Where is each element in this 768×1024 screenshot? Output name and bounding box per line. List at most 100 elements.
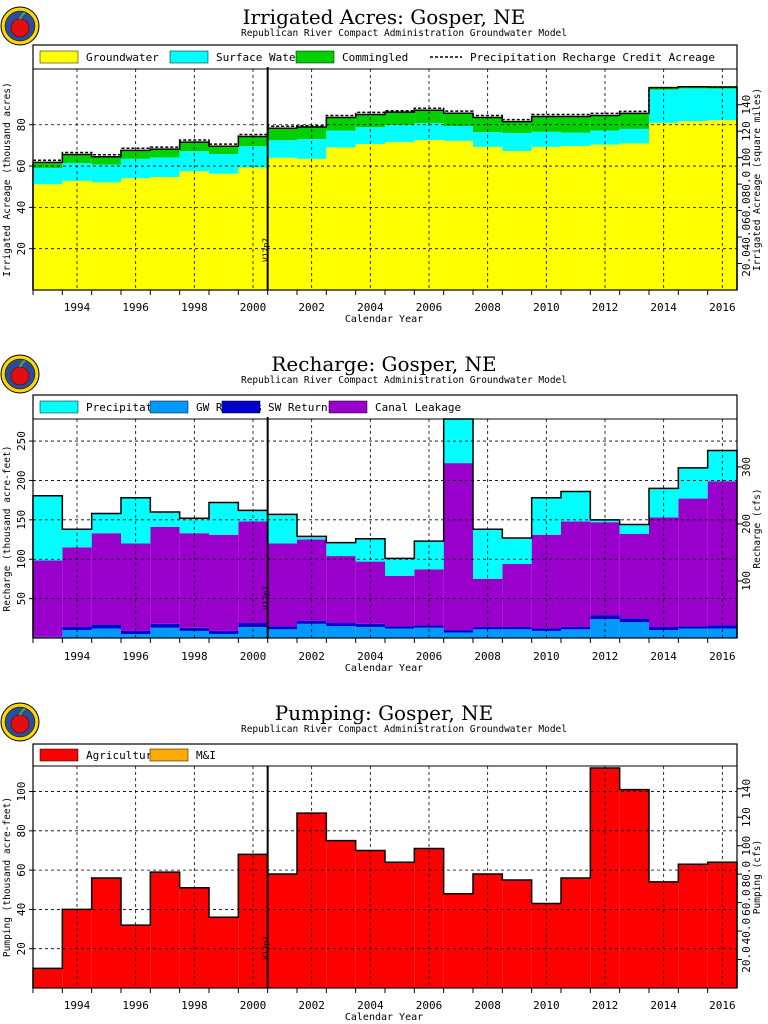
y2-tick-label: 80.0 [740,171,753,198]
bar-segment [209,502,239,535]
bar-segment [678,86,708,89]
bar-segment [150,623,180,628]
chart-subtitle: Republican River Compact Administration … [241,375,567,386]
x-tick-label: 1998 [181,650,208,663]
stack-outline [32,86,738,290]
bar-segment [502,537,532,564]
bar-segment [707,628,737,638]
bar-segment [326,130,356,148]
y2-tick-label: 100 [740,148,753,168]
bar-segment [619,622,649,638]
x-tick-label: 2008 [474,650,501,663]
y-tick-label: 40 [15,903,28,916]
apple-logo-icon [0,6,40,46]
bar-segment [297,127,327,140]
bar-segment [179,630,209,638]
bar-segment [385,575,415,627]
chart-title: Pumping: Gosper, NE [275,701,493,725]
legend-label: Surface Water [216,51,302,64]
bar-segment [326,840,356,988]
chart-subtitle: Republican River Compact Administration … [241,724,567,735]
bar-segment [443,140,473,290]
x-axis-label: Calendar Year [345,1012,423,1023]
bar-segment [209,154,239,174]
legend-swatch [39,748,79,762]
x-tick-label: 2010 [533,650,560,663]
chart-title: Irrigated Acres: Gosper, NE [243,5,526,29]
y-tick-label: 60 [15,863,28,876]
y2-tick-label: 120 [740,121,753,141]
y-tick-label: 80 [15,118,28,131]
bar-segment [473,629,503,638]
y2-tick-label: 40.0 [740,224,753,251]
bar-segment [619,789,649,988]
bar-segment [443,630,473,633]
logo-leaf [19,12,26,20]
bar-segment [209,534,239,631]
bar-segment [561,877,591,988]
bar-segment [62,154,92,163]
x-tick-label: 2000 [240,650,267,663]
bar-segment [619,113,649,129]
x-tick-label: 2004 [357,999,384,1012]
bar-segment [385,142,415,290]
bar-segment [150,149,180,158]
y2-tick-label: 60.0 [740,197,753,224]
legend-label: Groundwater [86,51,159,64]
bar-segment [62,180,92,290]
y-tick-label: 100 [15,782,28,802]
legend-swatch [295,50,335,64]
bar-segment [561,491,591,522]
bar-segment [267,626,297,630]
bar-segment [326,542,356,557]
bar-segment [91,628,121,638]
bar-segment [414,625,444,628]
bar-segment [385,626,415,629]
y-tick-label: 50 [15,592,28,605]
bar-segment [678,121,708,290]
bar-segment [385,124,415,143]
x-tick-label: 2014 [650,301,677,314]
x-tick-label: 1994 [64,301,91,314]
bar-segment [678,626,708,629]
bar-segment [385,628,415,638]
logo-apple [10,18,30,38]
x-tick-label: 2006 [416,650,443,663]
logo-apple [10,714,30,734]
bar-segment [91,533,121,625]
y2-tick-label: 140 [740,95,753,115]
y2-tick-label: 120 [740,807,753,827]
bar-segment [355,850,385,988]
bar-segment [238,626,268,638]
bar-segment [267,140,297,158]
bar-segment [443,463,473,631]
x-tick-label: 2012 [592,999,619,1012]
version-marker-label: V12p7 [262,238,271,262]
chart-title: Recharge: Gosper, NE [271,352,496,376]
bar-segment [561,629,591,638]
bar-segment [707,625,737,629]
bar-segment [590,144,620,290]
bar-segment [91,513,121,534]
bar-segment [33,495,63,561]
version-marker-label: V12p7 [262,936,271,960]
bar-segment [678,88,708,122]
bar-segment [502,626,532,630]
y2-axis-label: Irrigated Acreage (square miles) [752,88,763,271]
bar-segment [443,632,473,638]
bar-segment [355,538,385,562]
x-tick-label: 2004 [357,650,384,663]
y2-tick-label: 100 [740,571,753,591]
bar-segment [678,498,708,627]
y2-tick-label: 100 [740,836,753,856]
bar-segment [209,917,239,988]
y2-tick-label: 60.0 [740,889,753,916]
bar-segment [326,623,356,627]
y2-tick-label: 140 [740,779,753,799]
x-tick-label: 1998 [181,301,208,314]
bar-segment [267,128,297,141]
bar-segment [150,872,180,988]
legend-label: Precipitation Recharge Credit Acreage [470,51,715,64]
x-tick-label: 2002 [298,999,325,1012]
